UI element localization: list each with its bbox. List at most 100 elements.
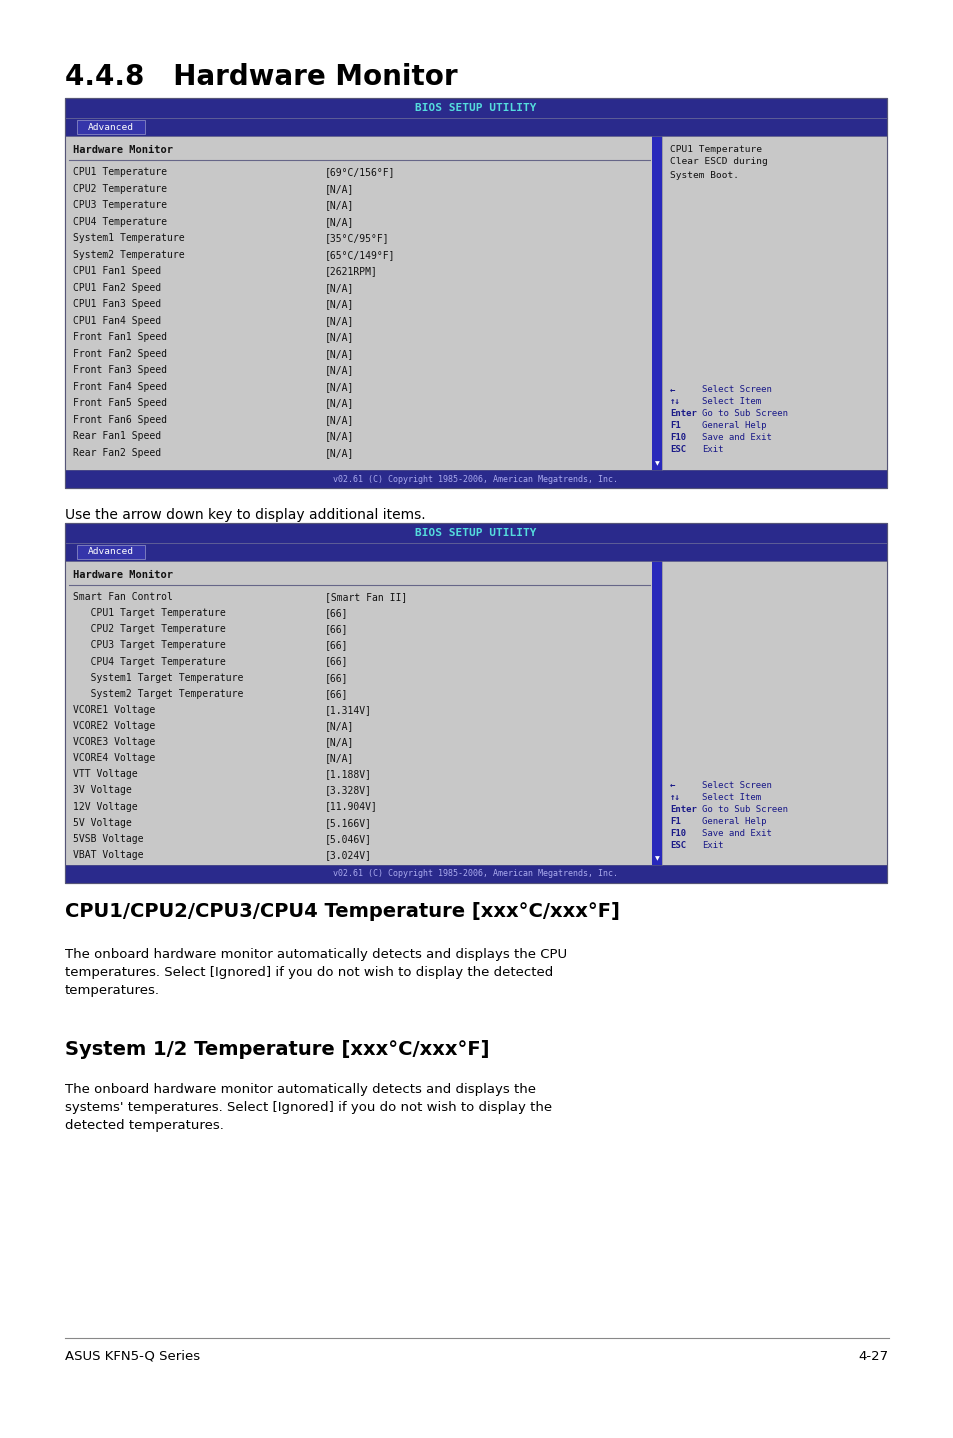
Text: [N/A]: [N/A] <box>325 184 354 194</box>
Text: [2621RPM]: [2621RPM] <box>325 266 377 276</box>
Bar <box>661 561 886 866</box>
Text: VCORE4 Voltage: VCORE4 Voltage <box>73 754 155 764</box>
Bar <box>65 118 886 137</box>
Text: Front Fan2 Speed: Front Fan2 Speed <box>73 349 167 358</box>
Text: [N/A]: [N/A] <box>325 754 354 764</box>
Text: System Boot.: System Boot. <box>669 171 739 180</box>
Text: [N/A]: [N/A] <box>325 414 354 424</box>
Text: ▼: ▼ <box>654 462 659 466</box>
Text: [66]: [66] <box>325 673 348 683</box>
Bar <box>651 137 661 470</box>
Text: F1: F1 <box>669 817 680 825</box>
Text: BIOS SETUP UTILITY: BIOS SETUP UTILITY <box>415 104 537 114</box>
Text: v02.61 (C) Copyright 1985-2006, American Megatrends, Inc.: v02.61 (C) Copyright 1985-2006, American… <box>334 475 618 483</box>
Text: [69°C/156°F]: [69°C/156°F] <box>325 167 395 177</box>
Text: CPU1 Temperature: CPU1 Temperature <box>669 144 761 154</box>
Text: [5.166V]: [5.166V] <box>325 818 372 828</box>
Text: [35°C/95°F]: [35°C/95°F] <box>325 233 389 243</box>
Text: [11.904V]: [11.904V] <box>325 801 377 811</box>
Text: CPU1 Fan1 Speed: CPU1 Fan1 Speed <box>73 266 161 276</box>
Bar <box>65 137 651 470</box>
Text: Select Item: Select Item <box>701 792 760 801</box>
Text: Exit: Exit <box>701 840 722 850</box>
Bar <box>65 866 886 883</box>
Text: [5.046V]: [5.046V] <box>325 834 372 844</box>
Bar <box>65 523 886 883</box>
Text: CPU3 Temperature: CPU3 Temperature <box>73 200 167 210</box>
Text: [N/A]: [N/A] <box>325 217 354 227</box>
Bar <box>65 561 651 866</box>
Text: ASUS KFN5-Q Series: ASUS KFN5-Q Series <box>65 1349 200 1362</box>
Text: The onboard hardware monitor automatically detects and displays the
systems' tem: The onboard hardware monitor automatical… <box>65 1083 552 1132</box>
Text: Advanced: Advanced <box>88 548 133 557</box>
Text: [N/A]: [N/A] <box>325 720 354 731</box>
Text: Rear Fan1 Speed: Rear Fan1 Speed <box>73 431 161 441</box>
Text: [3.328V]: [3.328V] <box>325 785 372 795</box>
Text: BIOS SETUP UTILITY: BIOS SETUP UTILITY <box>415 528 537 538</box>
Text: v02.61 (C) Copyright 1985-2006, American Megatrends, Inc.: v02.61 (C) Copyright 1985-2006, American… <box>334 870 618 879</box>
Text: [1.188V]: [1.188V] <box>325 769 372 779</box>
Text: [N/A]: [N/A] <box>325 200 354 210</box>
Text: [N/A]: [N/A] <box>325 431 354 441</box>
Text: CPU1 Temperature: CPU1 Temperature <box>73 167 167 177</box>
Text: CPU3 Target Temperature: CPU3 Target Temperature <box>73 640 226 650</box>
Text: VBAT Voltage: VBAT Voltage <box>73 850 143 860</box>
Text: VCORE2 Voltage: VCORE2 Voltage <box>73 720 155 731</box>
Text: [N/A]: [N/A] <box>325 398 354 408</box>
Text: [N/A]: [N/A] <box>325 332 354 342</box>
Text: Smart Fan Control: Smart Fan Control <box>73 592 172 603</box>
Text: [N/A]: [N/A] <box>325 316 354 326</box>
Text: [N/A]: [N/A] <box>325 283 354 293</box>
Text: 5V Voltage: 5V Voltage <box>73 818 132 828</box>
Text: [N/A]: [N/A] <box>325 365 354 375</box>
Bar <box>65 523 886 883</box>
Bar <box>65 544 886 561</box>
Text: F1: F1 <box>669 421 680 430</box>
Text: [66]: [66] <box>325 608 348 618</box>
Text: 12V Voltage: 12V Voltage <box>73 801 137 811</box>
Text: ↑↓: ↑↓ <box>669 792 680 801</box>
Text: [Smart Fan II]: [Smart Fan II] <box>325 592 407 603</box>
Text: The onboard hardware monitor automatically detects and displays the CPU
temperat: The onboard hardware monitor automatical… <box>65 948 566 997</box>
Text: [N/A]: [N/A] <box>325 738 354 748</box>
Bar <box>65 470 886 487</box>
Text: Advanced: Advanced <box>88 122 133 131</box>
Text: Hardware Monitor: Hardware Monitor <box>73 145 172 155</box>
Text: Select Screen: Select Screen <box>701 781 771 789</box>
Text: Front Fan6 Speed: Front Fan6 Speed <box>73 414 167 424</box>
Text: Exit: Exit <box>701 446 722 454</box>
Text: ESC: ESC <box>669 446 685 454</box>
Text: Clear ESCD during: Clear ESCD during <box>669 158 767 167</box>
Text: System1 Target Temperature: System1 Target Temperature <box>73 673 243 683</box>
Text: Front Fan1 Speed: Front Fan1 Speed <box>73 332 167 342</box>
Bar <box>77 119 145 134</box>
Text: [N/A]: [N/A] <box>325 349 354 358</box>
Text: CPU4 Target Temperature: CPU4 Target Temperature <box>73 657 226 667</box>
Text: 3V Voltage: 3V Voltage <box>73 785 132 795</box>
Text: Front Fan5 Speed: Front Fan5 Speed <box>73 398 167 408</box>
Text: 4-27: 4-27 <box>858 1349 888 1362</box>
Bar <box>651 561 661 866</box>
Text: ↑↓: ↑↓ <box>669 397 680 407</box>
Text: 5VSB Voltage: 5VSB Voltage <box>73 834 143 844</box>
Text: [N/A]: [N/A] <box>325 447 354 457</box>
Text: Hardware Monitor: Hardware Monitor <box>73 569 172 580</box>
Text: CPU1 Fan3 Speed: CPU1 Fan3 Speed <box>73 299 161 309</box>
Bar <box>65 98 886 487</box>
Text: General Help: General Help <box>701 421 765 430</box>
Text: [66]: [66] <box>325 624 348 634</box>
Text: Select Screen: Select Screen <box>701 385 771 394</box>
Text: Front Fan4 Speed: Front Fan4 Speed <box>73 381 167 391</box>
Text: VCORE1 Voltage: VCORE1 Voltage <box>73 705 155 715</box>
Text: Front Fan3 Speed: Front Fan3 Speed <box>73 365 167 375</box>
Text: [66]: [66] <box>325 689 348 699</box>
Bar <box>77 545 145 559</box>
Text: ▼: ▼ <box>654 857 659 861</box>
Text: ←: ← <box>669 781 675 789</box>
Text: ESC: ESC <box>669 840 685 850</box>
Text: [66]: [66] <box>325 657 348 667</box>
Text: VCORE3 Voltage: VCORE3 Voltage <box>73 738 155 748</box>
Text: [66]: [66] <box>325 640 348 650</box>
Text: CPU1 Fan2 Speed: CPU1 Fan2 Speed <box>73 283 161 293</box>
Text: Select Item: Select Item <box>701 397 760 407</box>
